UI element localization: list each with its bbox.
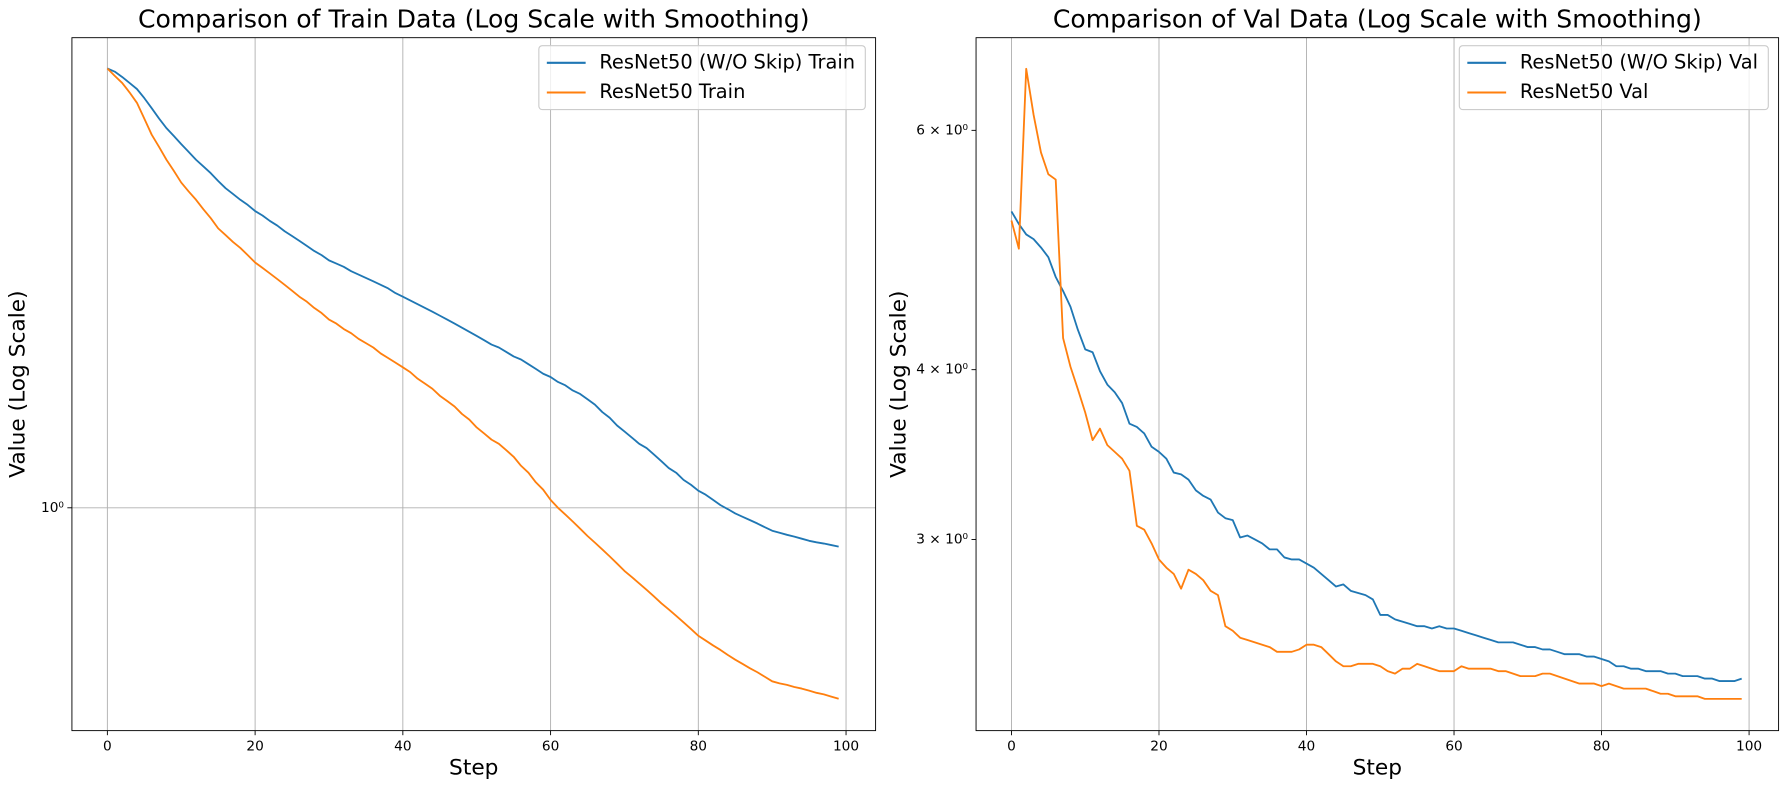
data-line (1010, 67, 1742, 700)
data-line (1010, 210, 1742, 682)
x-tick-label: 60 (542, 739, 559, 755)
subplot: 0 20 40 60 80 100 10⁰ Comparison of Train Data … (5, 5, 877, 780)
y-tick-label: 6 × 10⁰ (916, 122, 968, 138)
subplot: 0 20 40 60 80 100 3 × 10⁰ 4 × 10⁰ 6 × 10⁰ Compari… (887, 5, 1780, 780)
x-tick-label: 40 (394, 739, 411, 755)
x-axis-label: Step (449, 755, 498, 780)
y-axis-label: Value (Log Scale) (5, 290, 30, 477)
x-axis-label: Step (1353, 755, 1402, 780)
chart-title: Comparison of Train Data (Log Scale with… (138, 5, 810, 34)
x-tick-label: 20 (1150, 739, 1167, 755)
y-tick-label: 10⁰ (41, 500, 64, 516)
x-tick-label: 80 (690, 739, 707, 755)
x-tick-label: 80 (1593, 739, 1610, 755)
y-axis-label: Value (Log Scale) (887, 290, 912, 477)
legend-label: ResNet50 Val (1520, 80, 1649, 103)
legend-label: ResNet50 (W/O Skip) Train (599, 50, 855, 73)
chart-title: Comparison of Val Data (Log Scale with S… (1053, 5, 1702, 34)
legend-label: ResNet50 (W/O Skip) Val (1520, 50, 1758, 73)
x-tick-label: 0 (103, 739, 112, 755)
legend-box (538, 45, 866, 111)
data-line (107, 67, 839, 548)
legend-box (1458, 45, 1769, 111)
x-tick-label: 100 (833, 739, 859, 755)
x-tick-label: 20 (246, 739, 263, 755)
axes-frame (975, 37, 1780, 732)
x-tick-label: 100 (1736, 739, 1762, 755)
data-line (106, 67, 839, 700)
legend: ResNet50 (W/O Skip) Val ResNet50 Val (1458, 45, 1769, 111)
x-tick-label: 60 (1445, 739, 1462, 755)
legend-label: ResNet50 Train (599, 80, 745, 103)
axes-frame (71, 37, 877, 732)
legend: ResNet50 (W/O Skip) Train ResNet50 Train (538, 45, 866, 111)
y-tick-label: 3 × 10⁰ (916, 531, 968, 547)
y-tick-label: 4 × 10⁰ (916, 362, 968, 378)
x-tick-label: 0 (1007, 739, 1016, 755)
x-tick-label: 40 (1298, 739, 1315, 755)
